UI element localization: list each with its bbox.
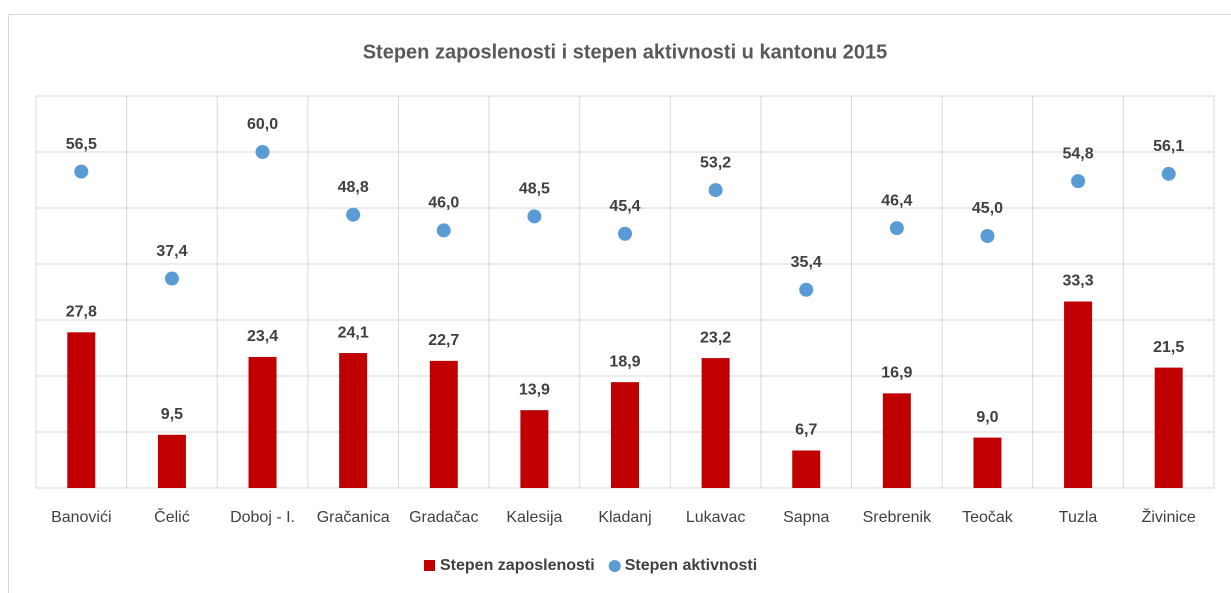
point	[527, 209, 542, 224]
bar	[973, 437, 1002, 488]
x-tick-label: Gradačac	[409, 509, 478, 526]
chart-title: Stepen zaposlenosti i stepen aktivnosti …	[363, 41, 888, 63]
data-label: 21,5	[1153, 339, 1184, 356]
legend-swatch	[608, 560, 621, 572]
x-tick-label: Živinice	[1142, 507, 1196, 526]
legend-label: Stepen aktivnosti	[625, 557, 757, 574]
data-label: 53,2	[700, 154, 731, 171]
data-label: 37,4	[156, 243, 187, 260]
chart-frame	[8, 14, 1231, 593]
data-label: 23,2	[700, 329, 731, 346]
bar	[611, 382, 639, 488]
bar	[520, 410, 549, 488]
x-tick-label: Lukavac	[686, 509, 746, 526]
data-label: 35,4	[791, 254, 822, 271]
data-label: 23,4	[247, 328, 278, 345]
point	[255, 145, 270, 159]
x-tick-label: Kladanj	[598, 509, 651, 526]
bar	[67, 332, 96, 488]
data-label: 46,0	[428, 195, 459, 212]
x-tick-label: Teočak	[962, 509, 1014, 526]
x-tick-label: Sapna	[783, 509, 829, 526]
data-label: 56,5	[66, 136, 97, 153]
data-label: 9,5	[161, 406, 183, 423]
bar	[157, 434, 186, 488]
data-label: 54,8	[1063, 145, 1094, 162]
point	[980, 229, 995, 243]
x-tick-label: Tuzla	[1059, 509, 1098, 526]
x-tick-label: Kalesija	[506, 509, 562, 526]
point	[436, 223, 451, 238]
data-label: 56,1	[1153, 138, 1184, 155]
bar	[1154, 367, 1183, 488]
bar	[701, 358, 730, 488]
x-tick-label: Gračanica	[317, 509, 390, 526]
data-label: 24,1	[338, 324, 369, 341]
point	[1071, 174, 1086, 189]
data-label: 45,4	[609, 198, 640, 215]
bar	[429, 360, 458, 488]
bar	[882, 393, 911, 488]
legend-swatch	[424, 560, 435, 571]
data-label: 60,0	[247, 116, 278, 133]
x-tick-label: Srebrenik	[863, 509, 932, 526]
point	[74, 164, 89, 179]
data-label: 22,7	[428, 332, 459, 349]
data-label: 27,8	[66, 304, 97, 321]
data-label: 45,0	[972, 200, 1003, 217]
x-tick-label: Doboj - I.	[230, 509, 295, 526]
bar	[339, 353, 368, 488]
point	[346, 207, 361, 222]
data-label: 48,8	[338, 179, 369, 196]
data-label: 48,5	[519, 181, 550, 198]
data-label: 46,4	[881, 192, 912, 209]
point	[1161, 166, 1176, 181]
data-label: 18,9	[609, 353, 640, 370]
data-label: 16,9	[881, 365, 912, 382]
data-label: 13,9	[519, 381, 550, 398]
x-tick-label: Čelić	[154, 507, 190, 526]
bar	[248, 356, 277, 488]
point	[889, 221, 904, 236]
data-label: 6,7	[795, 422, 817, 439]
x-tick-label: Banovići	[51, 509, 111, 526]
bar	[1064, 301, 1093, 488]
point	[708, 183, 723, 198]
bar	[792, 450, 821, 488]
data-label: 33,3	[1063, 273, 1094, 290]
legend-label: Stepen zaposlenosti	[440, 557, 595, 574]
point	[799, 282, 814, 297]
point	[164, 271, 179, 286]
data-label: 9,0	[976, 409, 998, 426]
point	[618, 226, 632, 241]
